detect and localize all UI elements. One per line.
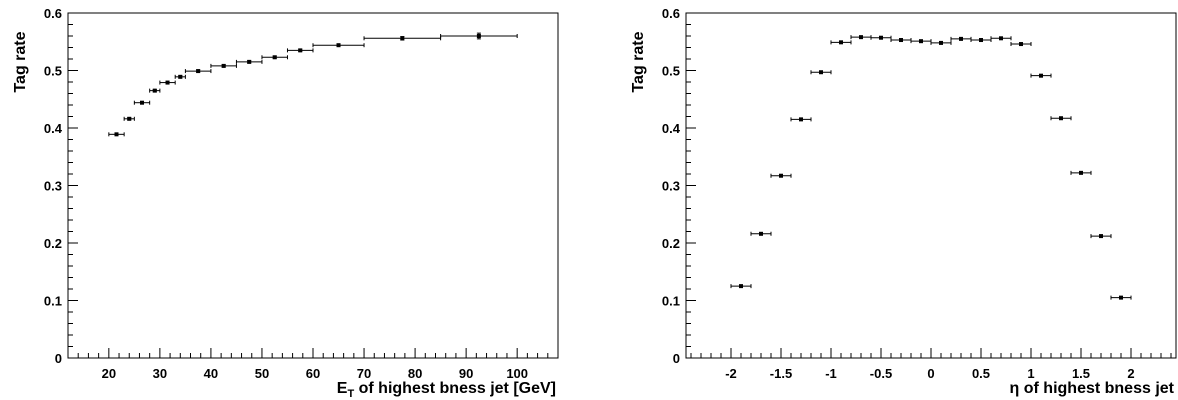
data-point: [870, 35, 892, 40]
data-point: [790, 117, 812, 122]
x-tick-label: 0.5: [972, 366, 990, 381]
y-tick-label: 0.3: [662, 179, 680, 194]
x-tick-label: -2: [725, 366, 737, 381]
data-point: [440, 32, 518, 40]
data-point: [950, 36, 972, 41]
data-point: [890, 38, 912, 43]
chart-eta: -2 -1.5 -1 -0.5 0 0.5 1 1.5 2 0 0.1 0.2 0.3 0.4 0.5 0.…: [630, 6, 1177, 397]
x-tick-label: 60: [306, 366, 320, 381]
data-point: [730, 284, 752, 289]
data-point: [990, 36, 1012, 41]
y-tick-label: 0.6: [44, 6, 62, 21]
x-tick-label: 1: [1027, 366, 1034, 381]
x-ticks-et: 20 30 40 50 60 70 80 90 100: [77, 348, 549, 381]
data-point: [261, 55, 288, 60]
chart-et: 20 30 40 50 60 70 80 90 100 00.10.20.30.40.50.6 …: [12, 6, 559, 400]
x-tick-label: 80: [408, 366, 422, 381]
x-tick-label: 90: [459, 366, 473, 381]
x-axis-label-et: ET of highest bness jet [GeV]: [337, 380, 556, 400]
x-tick-label: 30: [153, 366, 167, 381]
data-point: [970, 38, 992, 43]
markers-eta: [730, 35, 1132, 300]
x-tick-label: 2: [1127, 366, 1134, 381]
data-point: [1070, 170, 1092, 175]
y-axis-label-eta: Tag rate: [630, 31, 647, 92]
y-tick-label: 0.6: [662, 6, 680, 21]
data-point: [1010, 42, 1032, 47]
data-point: [363, 36, 442, 41]
y-tick-label: 0.1: [662, 294, 680, 309]
data-point: [210, 63, 237, 68]
y-tick-label: 0.5: [662, 64, 680, 79]
y-ticks-eta: 0 0.1 0.2 0.3 0.4 0.5 0.6: [662, 6, 696, 366]
y-tick-label: 0.1: [44, 294, 62, 309]
y-tick-label: 0.4: [44, 121, 63, 136]
data-point: [133, 100, 151, 105]
x-tick-label: 70: [357, 366, 371, 381]
x-tick-label: -0.5: [870, 366, 892, 381]
data-point: [312, 43, 365, 48]
data-point: [1030, 73, 1052, 78]
data-point: [750, 231, 772, 236]
x-ticks-eta: -2 -1.5 -1 -0.5 0 0.5 1 1.5 2: [690, 348, 1172, 381]
y-tick-label: 0: [673, 351, 680, 366]
data-point: [1050, 116, 1072, 121]
x-tick-label: 1.5: [1072, 366, 1090, 381]
data-point: [174, 74, 186, 79]
data-point: [1090, 234, 1112, 239]
x-tick-label: 50: [255, 366, 269, 381]
data-point: [850, 35, 872, 40]
markers-et: [108, 32, 518, 137]
x-tick-label: -1: [825, 366, 837, 381]
data-point: [149, 88, 161, 93]
data-point: [910, 39, 932, 44]
data-point: [123, 116, 135, 121]
y-tick-label: 0.2: [44, 236, 62, 251]
data-point: [830, 40, 852, 45]
data-point: [286, 48, 314, 53]
y-tick-label: 0.3: [44, 179, 62, 194]
x-tick-label: 40: [204, 366, 218, 381]
data-point: [159, 80, 176, 85]
data-point: [770, 173, 792, 178]
x-tick-label: -1.5: [770, 366, 792, 381]
y-ticks-et: 0 0.1 0.2 0.3 0.4 0.5 0.6: [44, 6, 78, 366]
data-point: [184, 69, 212, 74]
data-point: [108, 132, 125, 137]
y-tick-label: 0.4: [662, 121, 681, 136]
x-tick-label: 20: [102, 366, 116, 381]
x-tick-label: 100: [506, 366, 528, 381]
data-point: [810, 70, 832, 75]
x-tick-label: 0: [927, 366, 934, 381]
y-tick-label: 0.5: [44, 64, 62, 79]
plot-frame-eta: [685, 12, 1177, 359]
y-tick-label: 0.2: [662, 236, 680, 251]
y-axis-label-et: Tag rate: [12, 31, 29, 92]
x-axis-label-eta: η of highest bness jet: [1010, 380, 1175, 397]
data-point: [930, 40, 952, 45]
data-point: [1110, 295, 1132, 300]
y-tick-label: 0: [55, 351, 62, 366]
plot-frame-et: [67, 12, 559, 359]
data-point: [235, 59, 263, 64]
